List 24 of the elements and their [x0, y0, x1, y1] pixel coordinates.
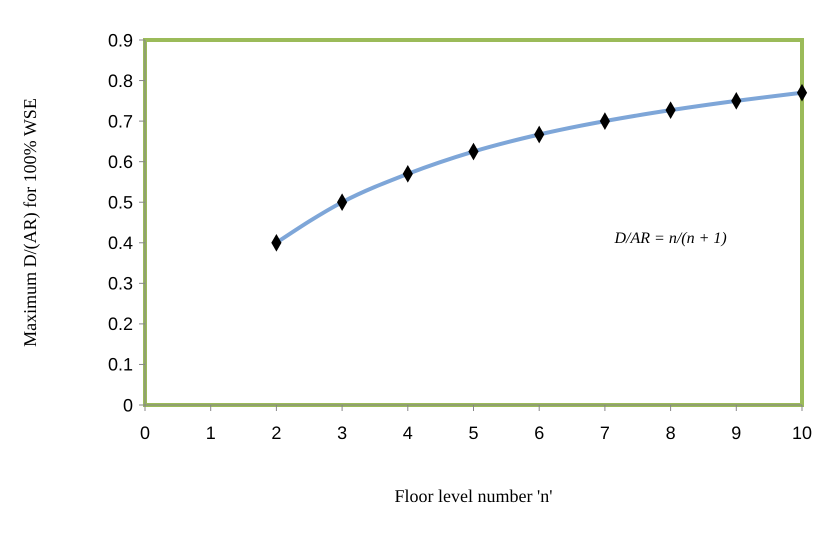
- x-tick-label: 8: [666, 423, 676, 443]
- y-tick-label: 0.6: [108, 152, 133, 172]
- y-tick-label: 0.2: [108, 314, 133, 334]
- y-axis-title: Maximum D/(AR) for 100% WSE: [20, 98, 40, 347]
- x-tick-label: 2: [271, 423, 282, 443]
- x-tick-label: 4: [402, 423, 413, 443]
- x-tick-label: 1: [206, 423, 216, 443]
- x-tick-label: 0: [140, 423, 150, 443]
- annotation: D/AR = n/(n + 1): [613, 230, 727, 247]
- x-tick-label: 10: [792, 423, 812, 443]
- x-axis-title: Floor level number 'n': [394, 486, 552, 506]
- x-tick-label: 3: [337, 423, 348, 443]
- y-tick-label: 0.5: [108, 192, 133, 213]
- y-tick-label: 0.1: [108, 354, 133, 375]
- x-tick-label: 7: [600, 423, 610, 443]
- x-tick-label: 9: [731, 423, 742, 443]
- y-tick-label: 0.4: [108, 233, 133, 254]
- y-tick-label: 0: [122, 395, 133, 416]
- y-tick-label: 0.3: [108, 274, 133, 294]
- y-tick-label: 0.9: [108, 30, 133, 50]
- y-tick-label: 0.7: [108, 111, 133, 132]
- y-tick-label: 0.8: [108, 70, 133, 91]
- x-tick-label: 5: [468, 423, 479, 443]
- x-tick-label: 6: [534, 423, 544, 443]
